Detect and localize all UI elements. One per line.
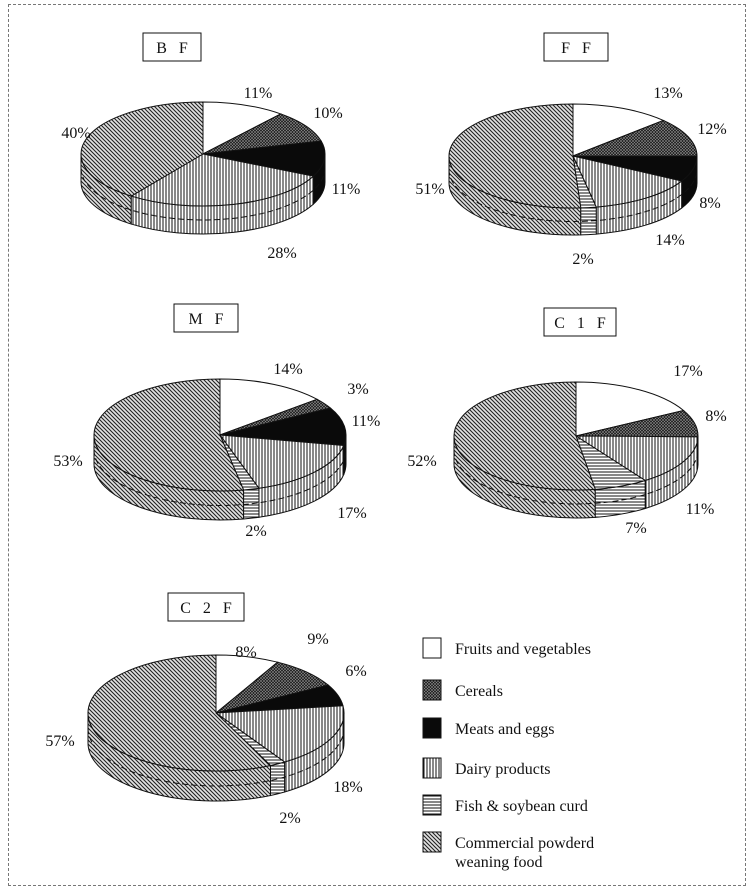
data-label-cereals: 12% bbox=[697, 121, 726, 138]
data-label-extra: 11% bbox=[686, 501, 715, 518]
pie-slice-dairy bbox=[218, 434, 345, 489]
legend-swatch-fruits bbox=[422, 637, 442, 659]
pie-rim-line bbox=[80, 167, 326, 221]
pie-slice-meats bbox=[202, 140, 326, 177]
legend-swatch-meats bbox=[422, 717, 442, 739]
pie-side-fish bbox=[243, 487, 260, 520]
data-label-meats: 8% bbox=[699, 195, 720, 212]
data-label-cereals: 10% bbox=[313, 105, 342, 122]
legend-label-meats: Meats and eggs bbox=[455, 721, 555, 738]
pie-slice-commercial bbox=[448, 103, 582, 209]
pie-slice-commercial bbox=[80, 101, 204, 197]
data-label-commercial: 51% bbox=[415, 181, 444, 198]
pie-rim-line bbox=[448, 169, 698, 222]
legend-swatch-commercial bbox=[422, 831, 442, 853]
data-label-meats: 11% bbox=[352, 413, 381, 430]
pie-side-fish bbox=[270, 761, 286, 797]
legend-label-commercial: Commercial powderd bbox=[455, 835, 594, 852]
pie-slice-fruits bbox=[202, 101, 283, 155]
data-label-cereals: 9% bbox=[307, 631, 328, 648]
pie-chart-0: B F 11% 10% 11% 28% 40% bbox=[61, 32, 361, 262]
chart-title-box bbox=[173, 303, 239, 333]
pie-slice-commercial bbox=[87, 654, 272, 772]
pie-slice-cereals bbox=[572, 119, 698, 157]
data-label-dairy: 14% bbox=[655, 232, 684, 249]
pie-chart-1: F F 13% 12% 8% 14% 2% 51% bbox=[415, 32, 727, 268]
pie-rim-line bbox=[87, 727, 345, 787]
pie-rim-line bbox=[93, 449, 347, 506]
pie-slice-dairy bbox=[574, 435, 699, 482]
legend-label-commercial: weaning food bbox=[455, 854, 543, 871]
data-label-commercial: 57% bbox=[45, 733, 74, 750]
pie-slice-fruits bbox=[219, 378, 319, 436]
pie-slice-meats bbox=[219, 407, 347, 447]
chart-title: B F bbox=[156, 40, 192, 57]
chart-title: M F bbox=[188, 311, 227, 328]
chart-title-box bbox=[167, 592, 245, 622]
data-label-fruits: 17% bbox=[673, 363, 702, 380]
data-label-fruits: 8% bbox=[235, 644, 256, 661]
pie-slice-dairy bbox=[572, 155, 683, 208]
legend-swatch-fish bbox=[422, 794, 442, 816]
data-label-fruits: 13% bbox=[653, 85, 682, 102]
data-label-dairy: 18% bbox=[333, 779, 362, 796]
legend-label-fruits: Fruits and vegetables bbox=[455, 641, 591, 658]
data-label-cereals: 8% bbox=[705, 408, 726, 425]
data-label-dairy: 28% bbox=[267, 245, 296, 262]
chart-title: F F bbox=[561, 40, 595, 57]
data-label-fish: 7% bbox=[625, 520, 646, 537]
data-label-commercial: 52% bbox=[407, 453, 436, 470]
chart-title-box bbox=[142, 32, 202, 62]
data-label-fish: 2% bbox=[572, 251, 593, 268]
pie-slice-dairy bbox=[214, 705, 345, 763]
pie-slice-commercial bbox=[93, 378, 245, 492]
pie-slice-fruits bbox=[572, 103, 665, 157]
legend-swatch-cereals bbox=[422, 679, 442, 701]
data-label-fish: 2% bbox=[279, 810, 300, 827]
data-label-meats: 6% bbox=[345, 663, 366, 680]
legend-label-dairy: Dairy products bbox=[455, 761, 551, 778]
data-label-fruits: 14% bbox=[273, 361, 302, 378]
data-label-commercial: 53% bbox=[53, 453, 82, 470]
chart-title-box bbox=[543, 307, 617, 337]
pie-rim-line bbox=[453, 449, 699, 505]
legend-label-cereals: Cereals bbox=[455, 683, 503, 700]
legend-swatch-dairy bbox=[422, 757, 442, 779]
pie-slice-fruits bbox=[575, 381, 685, 437]
pie-slice-commercial bbox=[453, 381, 596, 491]
data-label-cereals: 3% bbox=[347, 381, 368, 398]
legend: Fruits and vegetables Cereals Meats and eg… bbox=[422, 637, 594, 871]
pie-slice-dairy bbox=[130, 153, 315, 207]
figure-frame bbox=[8, 4, 746, 886]
data-label-fish: 2% bbox=[245, 523, 266, 540]
legend-label-fish: Fish & soybean curd bbox=[455, 798, 588, 815]
pie-chart-3: C 1 F 17% 8% 7% 52% 11% bbox=[407, 307, 727, 537]
chart-title-box bbox=[543, 32, 609, 62]
data-label-meats: 11% bbox=[332, 181, 361, 198]
data-label-dairy: 17% bbox=[337, 505, 366, 522]
pie-chart-4: C 2 F 8% 9% 6% 18% 2% 57% bbox=[45, 592, 367, 827]
data-label-fruits: 11% bbox=[244, 85, 273, 102]
data-label-commercial: 40% bbox=[61, 125, 90, 142]
chart-title: C 1 F bbox=[554, 315, 610, 332]
pie-chart-2: M F 14% 3% 11% 17% 2% 53% bbox=[53, 303, 381, 540]
chart-title: C 2 F bbox=[180, 600, 236, 617]
